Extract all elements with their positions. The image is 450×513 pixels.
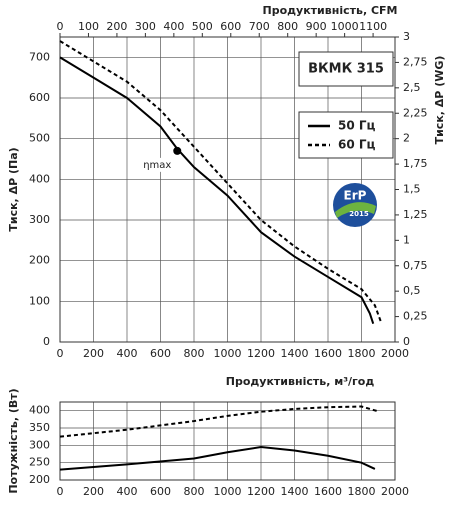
x-tick-label: 200: [83, 347, 104, 360]
x-tick-label: 1800: [348, 347, 376, 360]
y-tick-label: 600: [29, 91, 50, 104]
y-tick-label: 300: [29, 438, 50, 451]
x2-tick-label: 0: [57, 20, 64, 33]
x-tick-label: 0: [57, 485, 64, 498]
y-tick-label: 300: [29, 213, 50, 226]
x-tick-label: 1400: [281, 347, 309, 360]
annotation-point: [173, 146, 182, 155]
y2-tick-label: 1,25: [403, 208, 428, 221]
annotation-box: [140, 157, 175, 172]
y-tick-label: 0: [43, 335, 50, 348]
annotation-label: ηmax: [143, 160, 171, 171]
x2-tick-label: 700: [249, 20, 270, 33]
y2-tick-label: 1,75: [403, 157, 428, 170]
y-tick-label: 700: [29, 50, 50, 63]
x-tick-label: 0: [57, 347, 64, 360]
x-tick-label: 1200: [247, 485, 275, 498]
x-axis-label: Продуктивність, м³/год: [226, 375, 375, 388]
x2-tick-label: 300: [135, 20, 156, 33]
title-box: [298, 51, 394, 87]
x-tick-label: 800: [184, 347, 205, 360]
y-tick-label: 400: [29, 404, 50, 417]
y-tick-label: 400: [29, 172, 50, 185]
legend-box: [298, 111, 394, 159]
y-tick-label: 250: [29, 456, 50, 469]
legend-label: 50 Гц: [338, 119, 376, 133]
x2-tick-label: 500: [192, 20, 213, 33]
y2-tick-label: 1: [403, 233, 410, 246]
x2-tick-label: 1100: [359, 20, 387, 33]
y-tick-label: 350: [29, 421, 50, 434]
x2-tick-label: 100: [78, 20, 99, 33]
y-tick-label: 100: [29, 294, 50, 307]
x-tick-label: 1800: [348, 485, 376, 498]
curve: [59, 40, 383, 325]
x-tick-label: 400: [117, 347, 138, 360]
plot-frame: [59, 401, 396, 481]
curve: [59, 446, 376, 471]
x2-tick-label: 200: [106, 20, 127, 33]
y2-tick-label: 2,75: [403, 55, 428, 68]
y2-tick-label: 0: [403, 335, 410, 348]
x-tick-label: 400: [117, 485, 138, 498]
y2-tick-label: 2,25: [403, 106, 428, 119]
y2-tick-label: 0,75: [403, 259, 428, 272]
x2-tick-label: 1000: [331, 20, 359, 33]
x-tick-label: 2000: [381, 485, 409, 498]
x2-tick-label: 400: [163, 20, 184, 33]
y2-tick-label: 2,5: [403, 81, 421, 94]
x-tick-label: 1600: [314, 347, 342, 360]
y-axis-label: Потужність, (Вт): [7, 388, 20, 493]
chart-title: ВКМК 315: [308, 62, 384, 77]
x-tick-label: 2000: [381, 347, 409, 360]
logo-year: 2015: [349, 210, 369, 218]
y-axis-label: Тиск, ΔP (Па): [7, 147, 20, 231]
x2-tick-label: 900: [306, 20, 327, 33]
y2-tick-label: 3: [403, 30, 410, 43]
legend-label: 60 Гц: [338, 138, 376, 152]
x-tick-label: 600: [150, 485, 171, 498]
y-tick-label: 200: [29, 473, 50, 486]
x2-axis-label: Продуктивність, CFM: [263, 4, 398, 17]
y2-tick-label: 0,5: [403, 284, 421, 297]
x-tick-label: 600: [150, 347, 171, 360]
x-tick-label: 800: [184, 485, 205, 498]
curve: [59, 56, 375, 325]
curve: [59, 405, 379, 438]
y2-tick-label: 2: [403, 132, 410, 145]
y-tick-label: 200: [29, 254, 50, 267]
y2-tick-label: 1,5: [403, 183, 421, 196]
y-tick-label: 500: [29, 132, 50, 145]
x-tick-label: 1600: [314, 485, 342, 498]
x-tick-label: 1000: [214, 485, 242, 498]
x-tick-label: 1400: [281, 485, 309, 498]
x-tick-label: 1200: [247, 347, 275, 360]
y2-tick-label: 0,25: [403, 310, 428, 323]
x-tick-label: 1000: [214, 347, 242, 360]
y2-axis-label: Тиск, ΔP (WG): [433, 56, 446, 145]
logo-swoosh: [335, 202, 376, 218]
x-tick-label: 200: [83, 485, 104, 498]
logo-text: ErP: [344, 189, 367, 203]
plot-frame: [59, 36, 396, 343]
x2-tick-label: 800: [277, 20, 298, 33]
x2-tick-label: 600: [220, 20, 241, 33]
